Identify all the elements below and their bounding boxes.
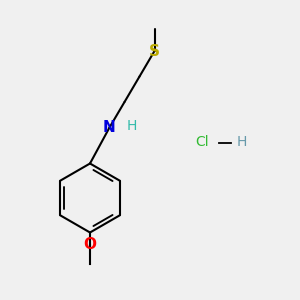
Text: H: H <box>127 119 137 133</box>
Text: N: N <box>103 120 116 135</box>
Text: Cl: Cl <box>196 136 209 149</box>
Text: H: H <box>236 136 247 149</box>
Text: S: S <box>149 44 160 59</box>
Text: O: O <box>83 237 97 252</box>
